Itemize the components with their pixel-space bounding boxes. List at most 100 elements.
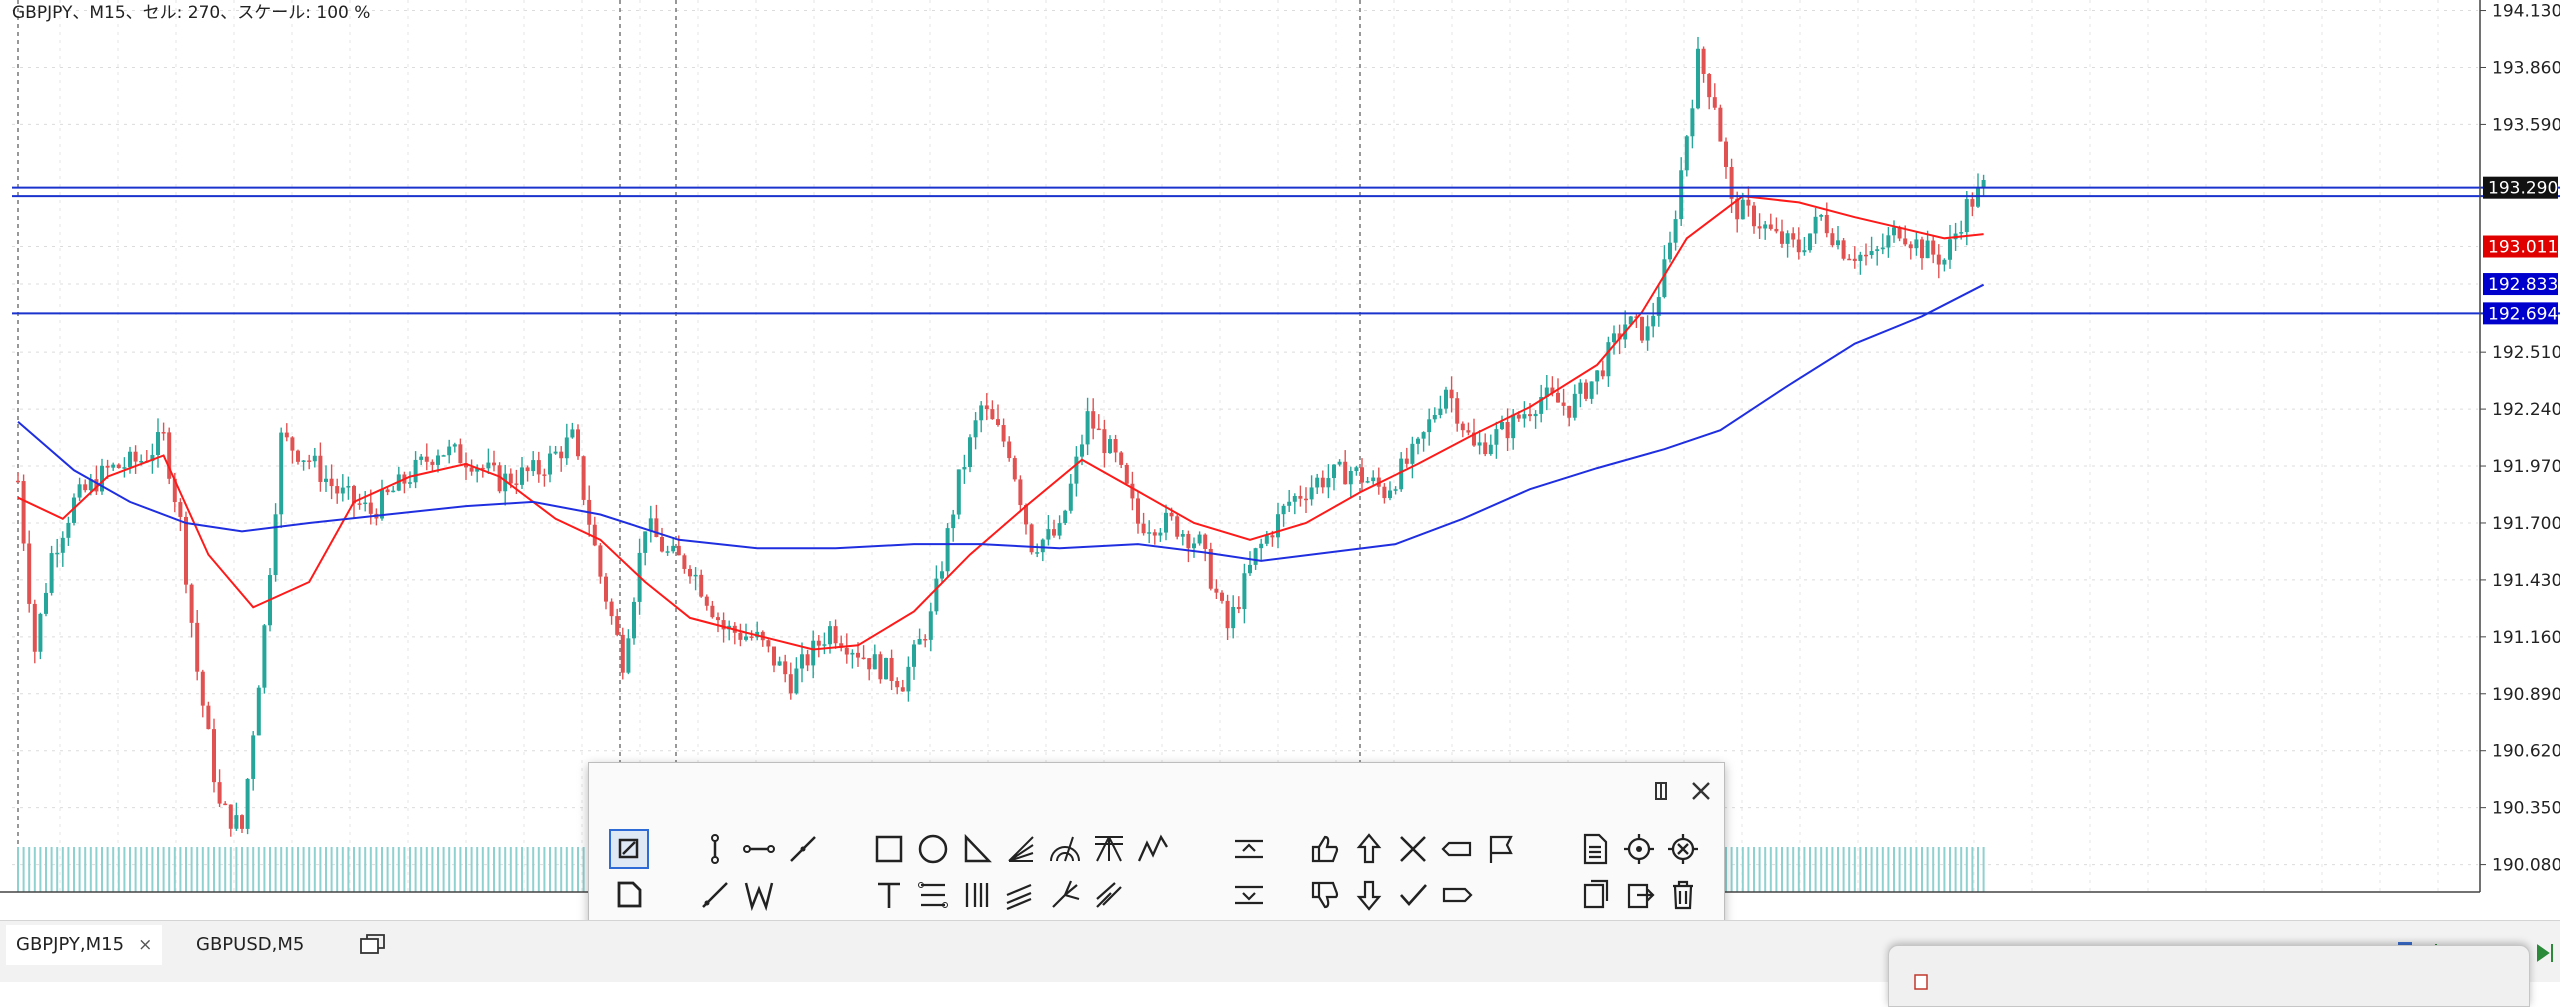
- object-list-icon[interactable]: [609, 875, 649, 915]
- candle-body: [262, 625, 267, 688]
- candle-body: [1085, 411, 1090, 445]
- candle-body: [72, 497, 76, 523]
- time-tick-label: 30 3 16:45: [1834, 903, 1915, 905]
- candle-body: [536, 460, 541, 475]
- candle-body: [1281, 505, 1286, 515]
- close-icon[interactable]: [1685, 775, 1717, 807]
- candle-body: [1320, 477, 1325, 488]
- candle-body: [1052, 529, 1056, 536]
- channel-up-icon[interactable]: [1229, 829, 1269, 869]
- price-label-right-icon[interactable]: [1437, 875, 1477, 915]
- text-icon[interactable]: [869, 875, 909, 915]
- candle-body: [385, 489, 390, 493]
- new-window-icon[interactable]: [360, 933, 386, 955]
- price-tick-label: 191.970: [2492, 457, 2560, 477]
- candle-body: [1427, 419, 1432, 433]
- candle-body: [738, 632, 743, 640]
- candle-body: [805, 654, 810, 666]
- candle-body: [66, 522, 71, 538]
- ray-line-icon[interactable]: [695, 875, 735, 915]
- template-icon[interactable]: [1575, 829, 1615, 869]
- trend-line-icon[interactable]: [783, 829, 823, 869]
- snap-off-icon[interactable]: [1663, 829, 1703, 869]
- candle-body: [1701, 48, 1706, 74]
- candle-body: [1018, 479, 1023, 506]
- candle-body: [128, 451, 132, 468]
- rectangle-icon[interactable]: [869, 829, 909, 869]
- candle-body: [1136, 498, 1140, 524]
- price-label-left-icon[interactable]: [1437, 829, 1477, 869]
- candle-body: [38, 613, 43, 652]
- candle-body: [1466, 430, 1471, 433]
- candle-body: [290, 437, 295, 451]
- andrews-pitchfork-icon[interactable]: [1089, 875, 1129, 915]
- candle-body: [1449, 389, 1454, 399]
- fibonacci-channel-icon[interactable]: [1001, 875, 1041, 915]
- candle-body: [1908, 244, 1913, 249]
- triangle-icon[interactable]: [957, 829, 997, 869]
- candle-body: [1724, 141, 1728, 167]
- candle-body: [228, 804, 233, 829]
- candle-body: [1729, 166, 1734, 199]
- candle-body: [1220, 592, 1224, 601]
- pin-toggle-icon[interactable]: [1645, 775, 1677, 807]
- candle-body: [340, 487, 345, 494]
- candle-body: [88, 479, 93, 491]
- time-tick-label: 25 3 2004: [14, 903, 90, 905]
- fibonacci-retracement-icon[interactable]: [913, 875, 953, 915]
- candle-body: [1942, 259, 1947, 265]
- fibonacci-fan-icon[interactable]: [1089, 829, 1129, 869]
- candle-body: [1763, 224, 1768, 229]
- arrow-up-icon[interactable]: [1349, 829, 1389, 869]
- thumbs-up-icon[interactable]: [1305, 829, 1345, 869]
- candle-body: [32, 603, 37, 652]
- notification-popup[interactable]: [1888, 945, 2530, 1007]
- zigzag-pattern-icon[interactable]: [1133, 829, 1173, 869]
- flag-icon[interactable]: [1481, 829, 1521, 869]
- channel-down-icon[interactable]: [1229, 875, 1269, 915]
- candle-body: [923, 638, 928, 641]
- check-mark-icon[interactable]: [1393, 875, 1433, 915]
- candle-body: [1180, 533, 1185, 537]
- candle-body: [581, 456, 586, 500]
- ellipse-icon[interactable]: [913, 829, 953, 869]
- candle-body: [1516, 414, 1521, 419]
- vertical-line-icon[interactable]: [695, 829, 735, 869]
- snap-target-icon[interactable]: [1619, 829, 1659, 869]
- tab-gbpusd-m5[interactable]: GBPUSD,M5: [186, 925, 314, 965]
- price-tick-label: 192.240: [2492, 400, 2560, 420]
- candle-body: [592, 524, 597, 546]
- candle-body: [1511, 414, 1516, 439]
- fibonacci-time-zones-icon[interactable]: [957, 875, 997, 915]
- cross-mark-icon[interactable]: [1393, 829, 1433, 869]
- candle-body: [1892, 227, 1896, 236]
- candle-body: [912, 644, 916, 667]
- trash-icon[interactable]: [1663, 875, 1703, 915]
- price-badge-label: 192.833: [2488, 275, 2558, 295]
- cursor-mode-icon[interactable]: [609, 829, 649, 869]
- candle-body: [1158, 532, 1163, 536]
- fibonacci-arcs-icon[interactable]: [1045, 829, 1085, 869]
- elliott-wave-icon[interactable]: [739, 875, 779, 915]
- candle-body: [441, 455, 446, 457]
- price-tick-label: 190.890: [2492, 685, 2560, 705]
- candle-body: [139, 460, 144, 463]
- candle-body: [452, 444, 457, 447]
- pitchfork-icon[interactable]: [1045, 875, 1085, 915]
- thumbs-down-icon[interactable]: [1305, 875, 1345, 915]
- arrow-down-icon[interactable]: [1349, 875, 1389, 915]
- candle-body: [721, 620, 726, 630]
- tab-close-icon[interactable]: ×: [138, 935, 153, 955]
- horizontal-line-icon[interactable]: [739, 829, 779, 869]
- export-object-icon[interactable]: [1619, 875, 1659, 915]
- candle-body: [436, 455, 440, 465]
- candle-body: [783, 661, 788, 675]
- candle-body: [497, 465, 502, 492]
- gann-fan-icon[interactable]: [1001, 829, 1041, 869]
- price-tick-label: 190.080: [2492, 856, 2560, 876]
- candle-body: [391, 490, 396, 493]
- copy-object-icon[interactable]: [1575, 875, 1615, 915]
- candle-body: [1791, 233, 1796, 240]
- candle-body: [1679, 170, 1684, 220]
- tab-gbpjpy-m15[interactable]: GBPJPY,M15 ×: [6, 925, 163, 965]
